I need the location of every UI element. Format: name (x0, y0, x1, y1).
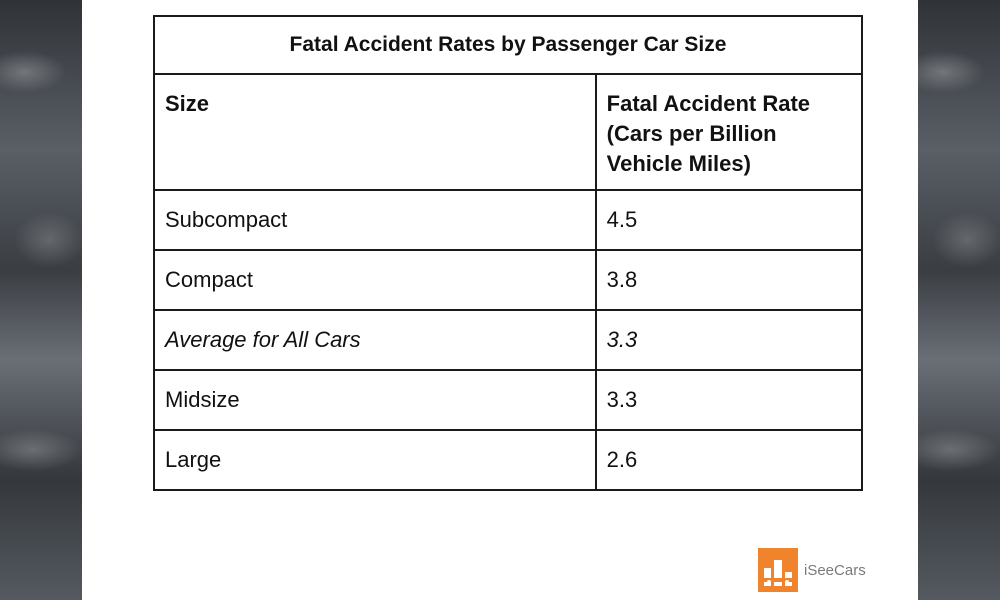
cell-size: Midsize (153, 369, 597, 431)
content-card: Fatal Accident Rates by Passenger Car Si… (82, 0, 918, 600)
iseecars-logo-icon (758, 548, 798, 592)
table-row: Compact 3.8 (153, 249, 864, 311)
cell-rate: 3.8 (594, 249, 864, 311)
table-row: Midsize 3.3 (153, 369, 864, 431)
cell-rate: 3.3 (594, 369, 864, 431)
fatal-accident-table: Fatal Accident Rates by Passenger Car Si… (153, 15, 864, 491)
iseecars-logo: iSeeCars (758, 548, 866, 592)
cell-size: Average for All Cars (153, 309, 597, 371)
cell-rate: 3.3 (594, 309, 864, 371)
cell-rate: 4.5 (594, 189, 864, 251)
table-title-row: Fatal Accident Rates by Passenger Car Si… (153, 15, 863, 75)
table-title: Fatal Accident Rates by Passenger Car Si… (153, 15, 863, 75)
background-left (0, 0, 82, 600)
logo-text: iSeeCars (804, 561, 866, 579)
background-right (918, 0, 1000, 600)
table-row: Subcompact 4.5 (153, 189, 864, 251)
cell-size: Compact (153, 249, 597, 311)
table-header-row: Size Fatal Accident Rate (Cars per Billi… (153, 73, 864, 191)
cell-size: Subcompact (153, 189, 597, 251)
header-size: Size (153, 73, 597, 191)
cell-rate: 2.6 (594, 429, 864, 491)
cell-size: Large (153, 429, 597, 491)
header-fatal-rate: Fatal Accident Rate (Cars per Billion Ve… (594, 73, 864, 191)
table-row: Large 2.6 (153, 429, 864, 491)
table-row: Average for All Cars 3.3 (153, 309, 864, 371)
